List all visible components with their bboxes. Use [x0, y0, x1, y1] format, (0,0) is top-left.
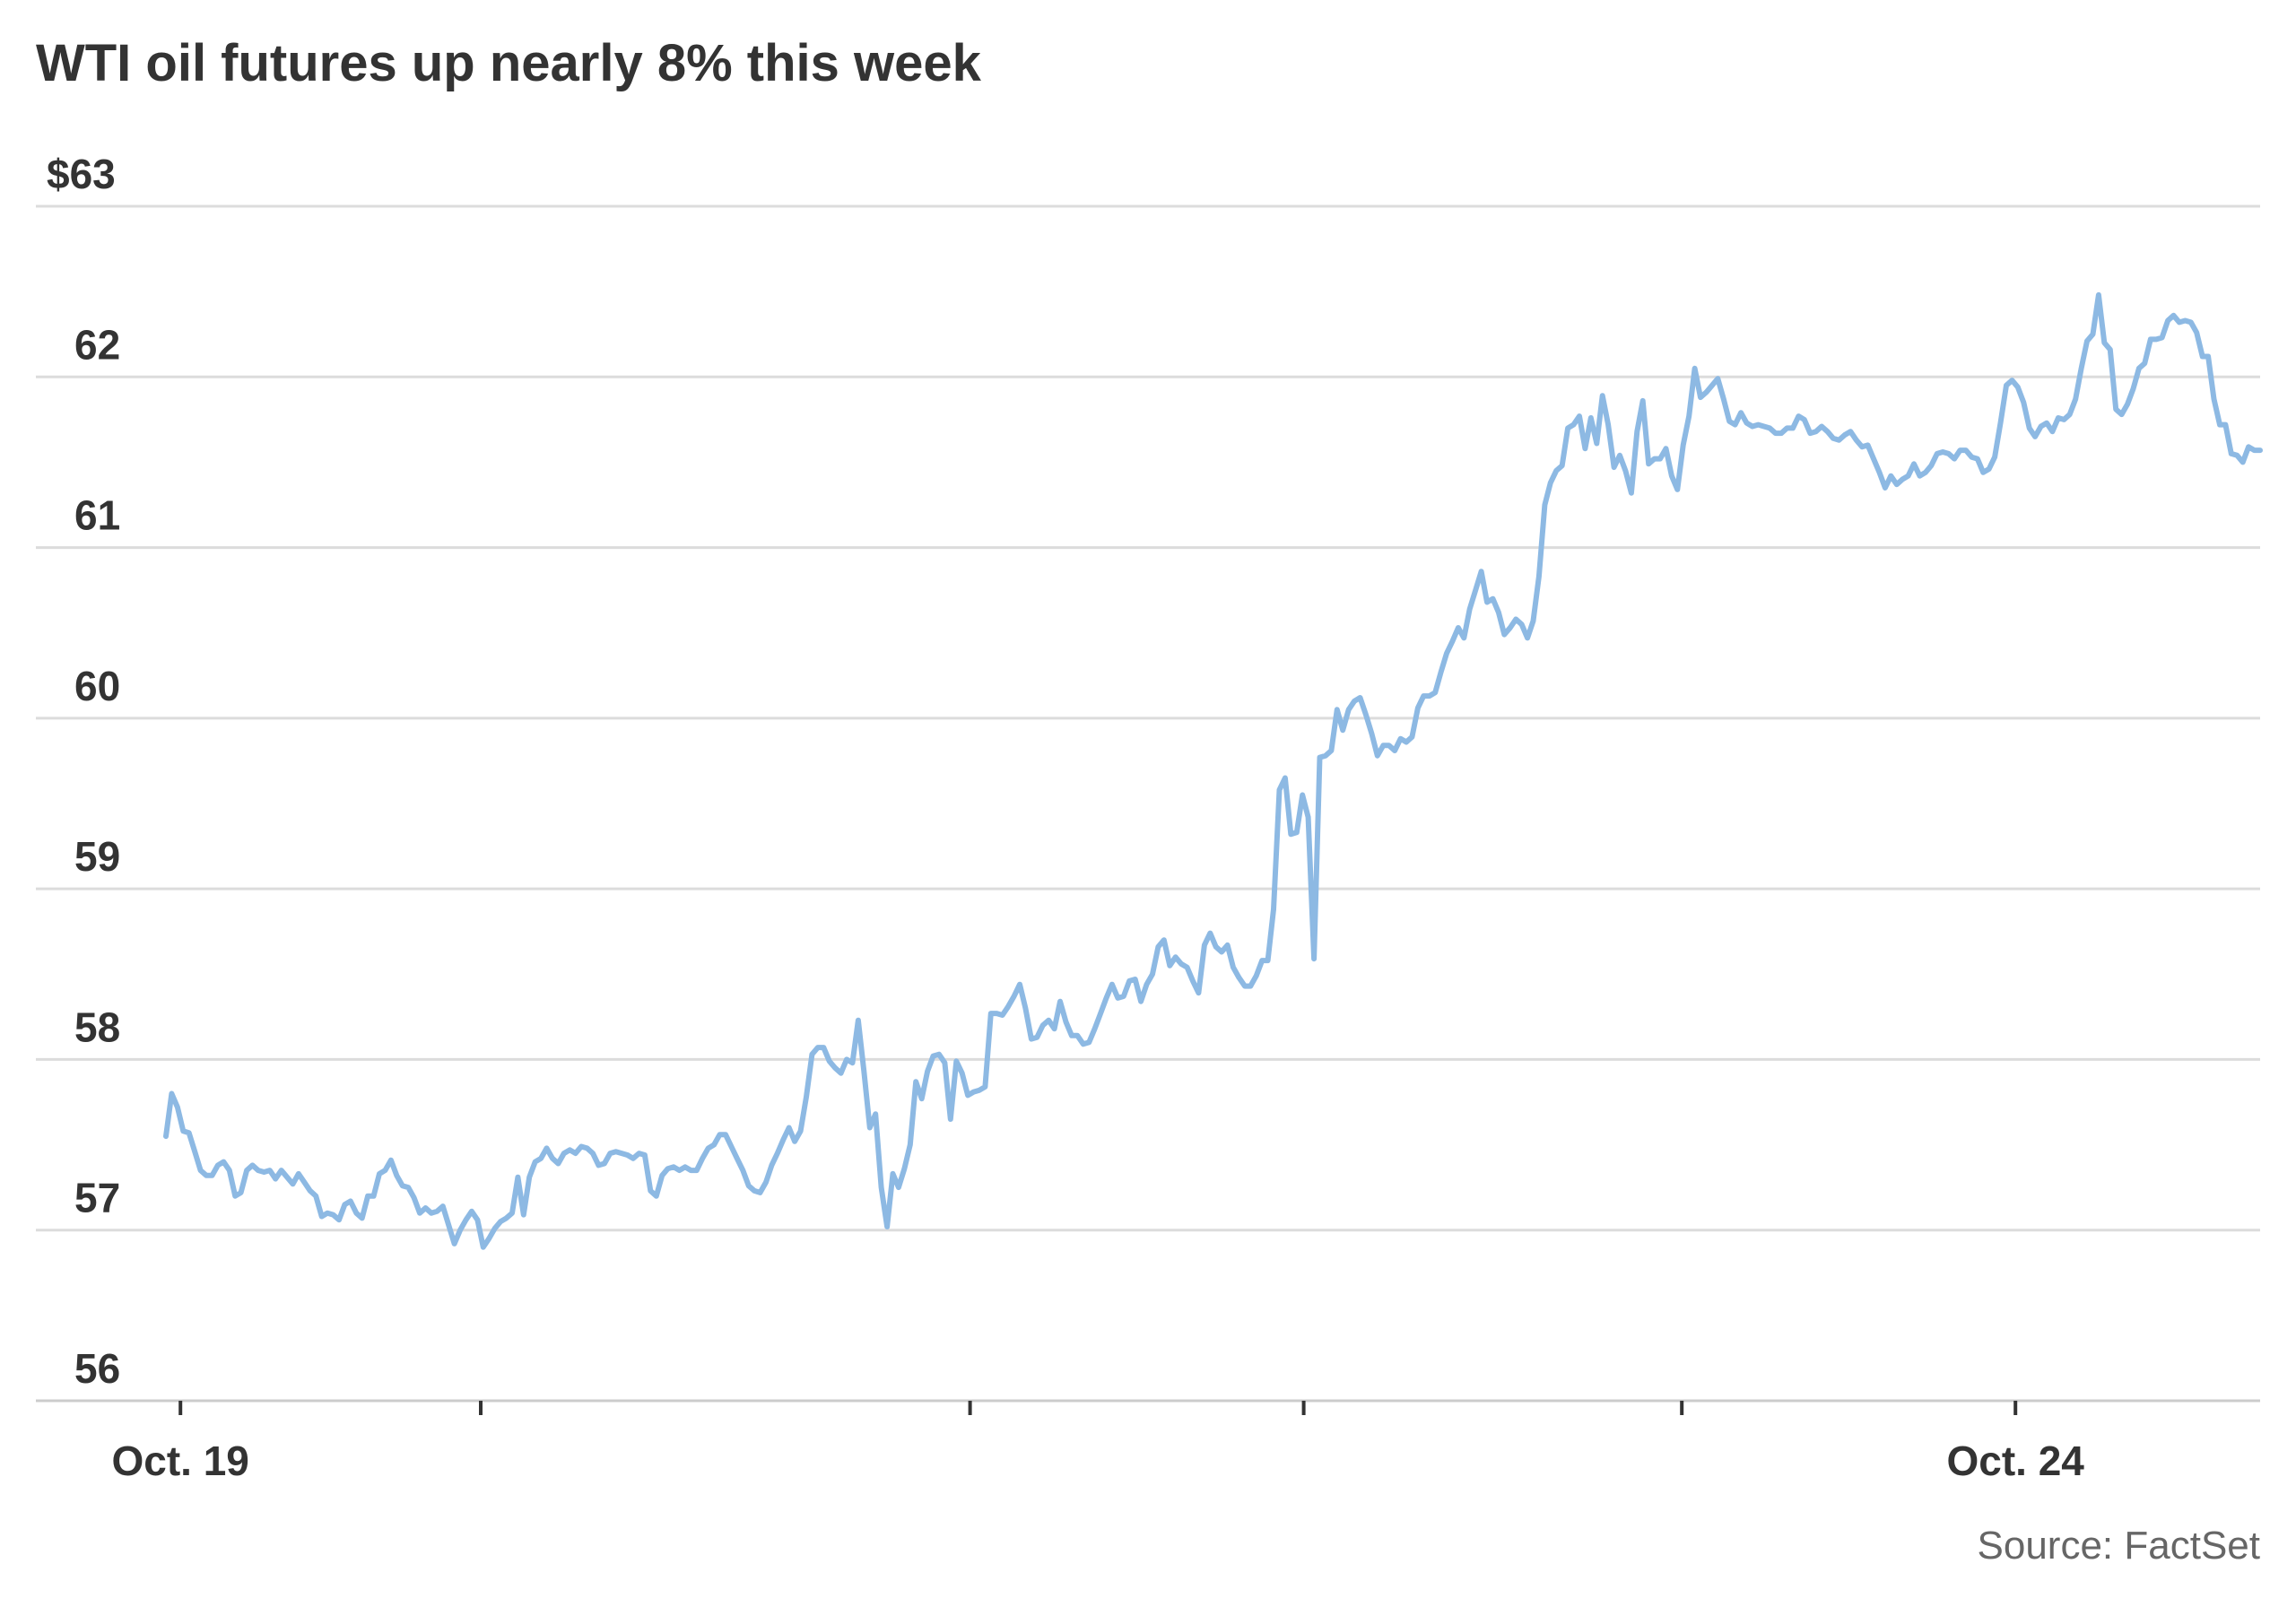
chart-title: WTI oil futures up nearly 8% this week — [36, 34, 982, 92]
source-label: Source: FactSet — [1978, 1524, 2260, 1568]
y-tick-label: 59 — [74, 833, 120, 880]
x-axis: Oct. 19 Oct. 24 — [36, 1399, 2260, 1484]
gridlines — [36, 204, 2260, 1232]
y-axis-ticks: 56 57 58 59 60 61 62 $63 — [47, 151, 120, 1392]
y-tick-label: 57 — [74, 1175, 120, 1221]
y-tick-label: 56 — [74, 1345, 120, 1392]
y-tick-label: 62 — [74, 321, 120, 368]
y-tick-label: 60 — [74, 663, 120, 709]
series-layer — [163, 291, 2263, 1250]
y-tick-label: $63 — [47, 151, 116, 197]
y-tick-label: 58 — [74, 1003, 120, 1050]
y-tick-label: 61 — [74, 492, 120, 539]
x-tick-label: Oct. 19 — [111, 1438, 248, 1484]
x-tick-label: Oct. 24 — [1946, 1438, 2084, 1484]
series-line — [163, 291, 2263, 1250]
